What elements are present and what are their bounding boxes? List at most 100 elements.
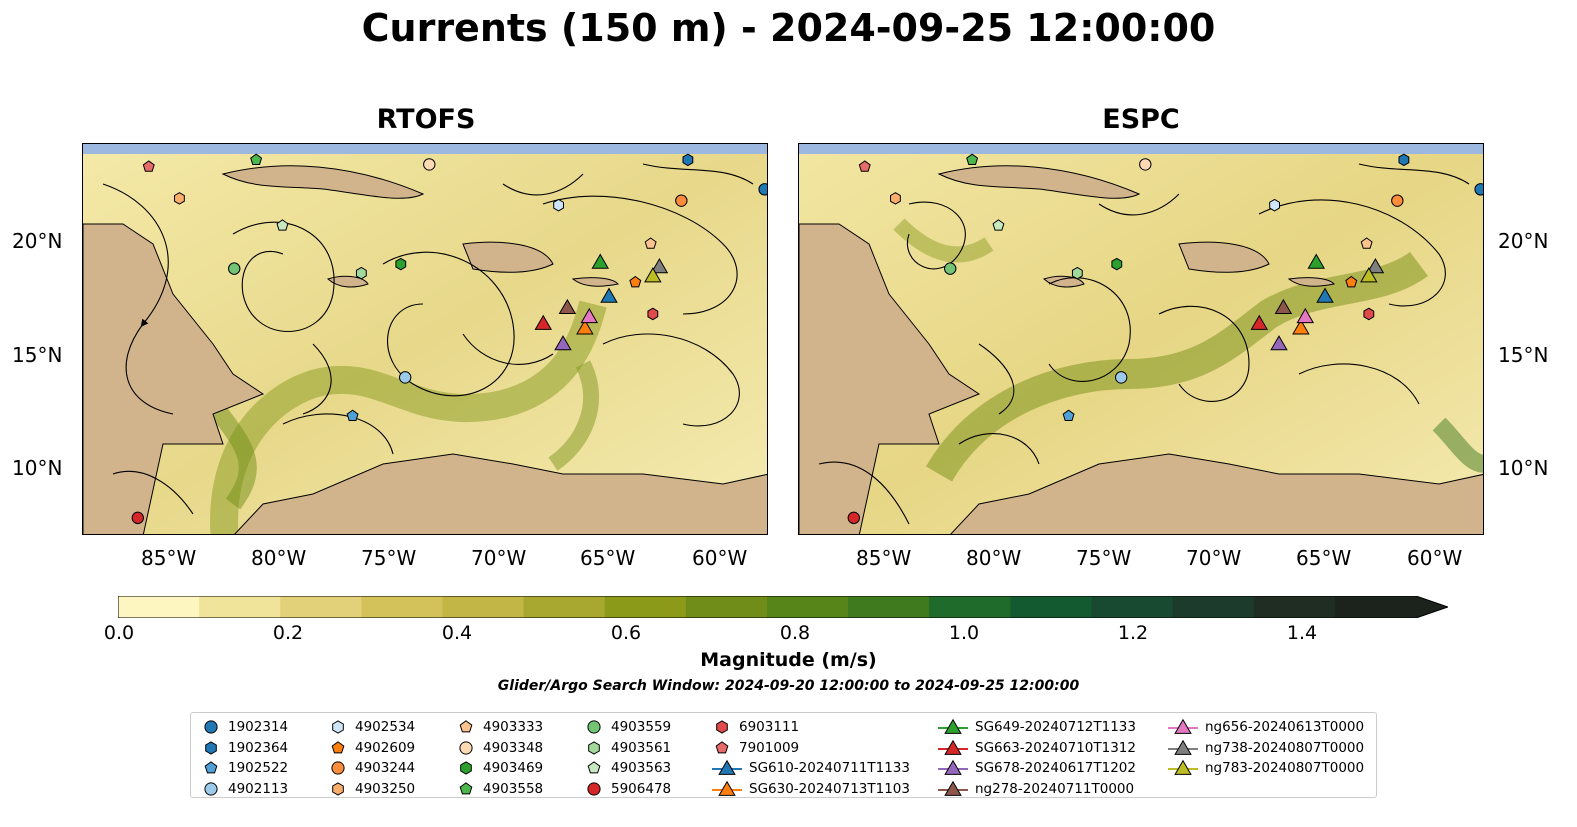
legend-label: SG610-20240711T1133 [749,760,910,776]
marker-SG610-20240711T1133 [1316,287,1334,303]
marker-1902522 [1062,409,1075,422]
lat-tick-left: 10°N [12,456,63,480]
legend-marker-icon [712,780,742,796]
legend-marker-icon [460,761,472,775]
legend-marker-icon [938,739,968,755]
marker-SG663-20240710T1312 [534,314,553,330]
marker-4903250 [890,192,901,205]
colorbar-tick: 0.4 [441,622,473,644]
legend-label: 4902113 [228,780,289,797]
marker-6903111 [1363,307,1375,321]
legend-item: 7901009 [712,738,799,758]
legend-marker-icon [459,781,473,794]
land-south-america [234,453,767,534]
colorbar-extend-arrow [1416,596,1448,618]
land-cuba [221,165,425,199]
current-jet [205,398,257,510]
marker-6903111 [647,307,659,321]
marker-4903348 [423,158,436,171]
legend-label: SG649-20240712T1133 [975,719,1136,735]
marker-4903559 [944,262,957,275]
marker-4903558 [966,153,979,165]
marker-4902113 [1114,371,1128,384]
search-window-caption: Glider/Argo Search Window: 2024-09-20 12… [497,678,1080,694]
legend-label: SG663-20240710T1312 [975,739,1136,756]
legend-label: 4902534 [355,719,416,735]
marker-SG663-20240710T1312 [1250,314,1269,330]
panel-title-rtofs: RTOFS [376,104,476,135]
marker-1902364 [682,153,694,167]
legend-item: 4903333 [456,717,543,737]
legend-marker-icon [712,759,742,775]
colorbar-segment [442,596,525,618]
lon-tick: 60°W [1407,546,1463,570]
legend-item: SG649-20240712T1133 [938,717,1136,737]
marker-SG649-20240712T1133 [591,253,610,269]
lon-tick: 80°W [966,546,1022,570]
legend-marker-icon [459,720,473,733]
legend-marker-icon [332,781,344,796]
current-jet [548,360,599,471]
colorbar-segment [523,596,606,618]
marker-ng656-20240613T0000 [580,307,599,324]
streamlines [102,163,754,515]
legend-marker-icon [938,780,968,796]
colorbar-segment [1172,596,1255,618]
lat-tick-left: 20°N [12,229,63,253]
legend-marker-icon [1168,739,1198,755]
marker-1902522 [346,409,359,422]
colorbar-segment [685,596,768,618]
legend-item: 1902364 [201,738,288,758]
marker-4903469 [1111,257,1123,271]
legend-marker-icon [587,781,601,796]
lon-tick: 70°W [1186,546,1242,570]
colorbar [118,596,1448,618]
colorbar-label: Magnitude (m/s) [700,649,877,671]
marker-1902314 [758,183,767,196]
land-central-america [799,223,981,534]
current-jet [210,300,607,534]
lon-tick: 65°W [580,546,636,570]
legend-marker-icon [938,718,968,734]
lon-tick: 80°W [251,546,307,570]
legend-item: 6903111 [712,717,799,737]
colorbar-tick: 1.2 [1117,622,1149,644]
legend-item: 4903559 [584,717,671,737]
legend-label: 4903469 [483,760,544,776]
legend-marker-icon [204,720,218,734]
marker-ng278-20240711T0000 [558,298,577,315]
marker-4902113 [398,371,412,384]
lon-tick: 75°W [361,546,417,570]
panel-title-espc: ESPC [1102,104,1180,135]
colorbar-segment [604,596,687,618]
colorbar-segment [118,596,200,618]
legend-marker-icon [715,740,729,753]
marker-1902314 [1474,183,1483,196]
legend-item: 4903244 [328,758,415,778]
map-panel-rtofs [82,143,768,535]
marker-4903333 [1360,237,1373,249]
legend-item: 4903563 [584,758,671,778]
marker-4903563 [276,219,289,231]
legend-item: SG678-20240617T1202 [938,758,1136,778]
lon-tick: 70°W [471,546,527,570]
legend-item: 4902113 [201,779,288,799]
legend-item: SG630-20240713T1103 [712,779,910,799]
land-puerto-rico [1287,277,1335,287]
marker-4903561 [355,266,367,280]
land-cuba [937,165,1141,199]
colorbar-segment [361,596,443,618]
marker-7901009 [142,160,155,172]
legend-label: 4903561 [611,739,672,756]
marker-ng738-20240807T0000 [1366,258,1385,274]
colorbar-segment [199,596,281,618]
marker-4902609 [1345,275,1358,288]
legend-marker-icon [459,740,473,755]
legend-item: 4903558 [456,779,543,799]
observation-markers-espc [847,153,1483,525]
current-jet [1432,417,1483,473]
shallow-water [799,144,1483,154]
map-canvas-espc [799,144,1483,534]
colorbar-segment [1253,596,1336,618]
marker-4903244 [675,194,688,207]
